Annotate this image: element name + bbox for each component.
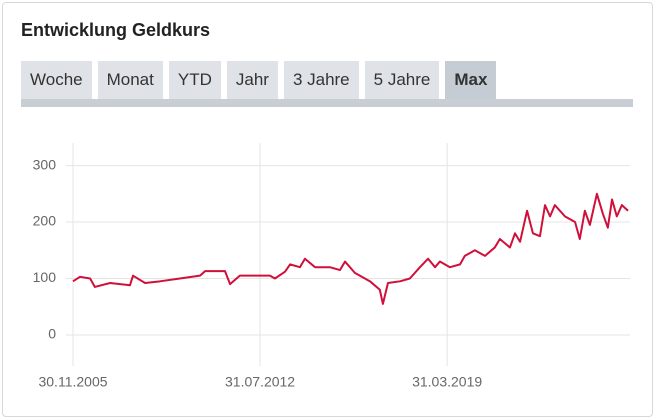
tab[interactable]: 5 Jahre [364, 61, 440, 99]
x-tick-label: 31.07.2012 [225, 374, 295, 390]
tab-bar: Woche Monat YTD Jahr 3 Jahre 5 Jahre Max [21, 61, 633, 107]
tab[interactable]: 3 Jahre [283, 61, 359, 99]
y-tick-label: 0 [48, 326, 56, 342]
tab[interactable]: Monat [97, 61, 163, 99]
y-tick-label: 300 [33, 156, 57, 172]
x-tick-label: 31.03.2019 [412, 374, 482, 390]
widget-title: Entwicklung Geldkurs [21, 20, 211, 40]
tab[interactable]: Woche [21, 61, 92, 99]
y-tick-label: 100 [33, 269, 57, 285]
y-tick-label: 200 [33, 213, 57, 229]
x-tick-label: 30.11.2005 [38, 374, 107, 390]
tab[interactable]: YTD [168, 61, 221, 99]
tab[interactable]: Jahr [226, 61, 278, 99]
price-line [72, 192, 629, 305]
tab[interactable]: Max [445, 61, 497, 99]
